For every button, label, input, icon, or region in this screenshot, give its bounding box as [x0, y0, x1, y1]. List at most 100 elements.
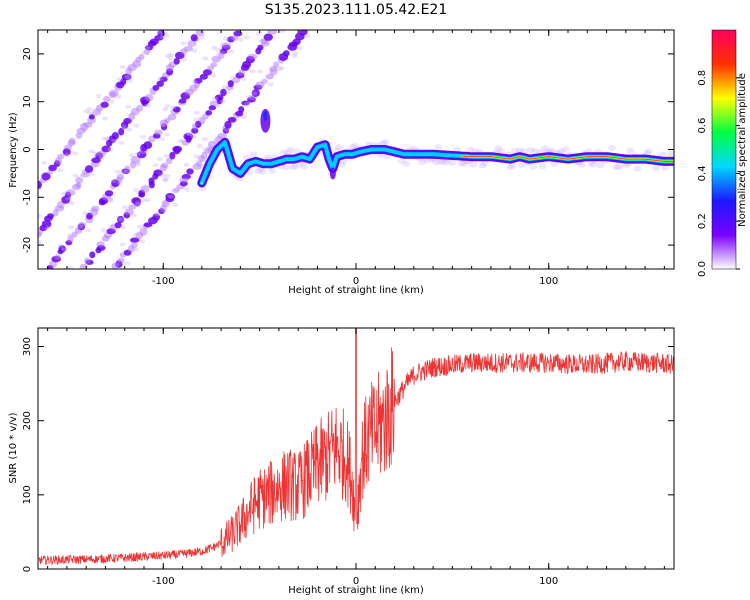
streak-halo: [265, 75, 272, 80]
streak-point: [163, 117, 171, 124]
ridge-halo: [596, 162, 605, 169]
streak-point: [46, 213, 55, 219]
streak-halo: [164, 173, 171, 178]
streak-halo: [243, 35, 250, 40]
ridge-blob: [263, 111, 268, 122]
streak-halo: [98, 155, 105, 160]
streak-point: [138, 53, 145, 60]
streak-halo: [174, 187, 181, 192]
streak-halo: [140, 134, 147, 139]
streak-halo: [88, 171, 95, 176]
streak-halo: [133, 247, 140, 252]
x-tick-label: -100: [152, 576, 175, 587]
streak-point: [130, 241, 138, 249]
streak-halo: [126, 127, 133, 132]
streak-point: [183, 132, 194, 141]
streak-halo: [72, 151, 79, 156]
streak-halo: [215, 48, 222, 53]
ridge-halo: [339, 158, 348, 165]
streak-point: [172, 188, 180, 194]
streak-halo: [172, 202, 179, 207]
streak-halo: [65, 196, 72, 201]
streak-halo: [240, 76, 247, 81]
snr-panel: -100 0 100 0 100 200 300 Height of straight l…: [8, 327, 675, 596]
ridge-halo: [381, 139, 390, 146]
streak-point: [195, 161, 203, 167]
y-tick-label: -10: [22, 189, 33, 205]
streak-point: [101, 145, 111, 153]
streak-halo: [13, 261, 19, 265]
streak-point: [167, 113, 177, 121]
streak-halo: [152, 163, 159, 168]
streak-halo: [180, 138, 187, 143]
streak-point: [41, 220, 52, 228]
streak-halo: [193, 154, 200, 159]
streak-halo: [206, 144, 213, 149]
streak-point: [129, 237, 140, 243]
ridge-halo: [258, 168, 267, 175]
streak-halo: [107, 198, 114, 203]
streak-point: [139, 228, 148, 236]
streak-halo: [181, 57, 188, 62]
streak-point: [233, 30, 243, 37]
streak-point: [152, 84, 160, 91]
ridge-halo: [480, 160, 489, 167]
streak-halo: [219, 51, 226, 56]
streak-point: [143, 49, 151, 55]
ridge-halo: [607, 144, 616, 151]
streak-point: [190, 34, 198, 42]
streak-point: [257, 44, 264, 51]
streak-halo: [214, 103, 221, 108]
streak-halo: [296, 46, 303, 51]
streak-halo: [200, 158, 207, 163]
streak-halo: [170, 105, 177, 110]
streak-point: [104, 190, 114, 197]
streak-point: [116, 173, 125, 180]
streak-halo: [68, 225, 75, 230]
streak-halo: [117, 217, 124, 222]
ridge-halo: [335, 144, 344, 151]
ridge-halo: [397, 157, 406, 164]
streak-halo: [159, 136, 166, 141]
streak-point: [172, 106, 181, 113]
ridge-halo: [540, 145, 549, 152]
streak-halo: [133, 232, 140, 237]
colorbar: 0.0 0.2 0.4 0.6 0.8 Normalized spectral ampl…: [697, 29, 748, 277]
streak-point: [3, 222, 11, 227]
streak-point: [83, 257, 91, 265]
streak-halo: [121, 169, 128, 174]
streak-point: [130, 155, 141, 164]
x-tick-label: 0: [353, 276, 359, 287]
streak-halo: [191, 48, 198, 53]
streak-halo: [291, 54, 298, 59]
streak-halo: [141, 50, 148, 55]
spectrogram-ridge: [193, 108, 674, 192]
streak-halo: [128, 114, 135, 119]
streak-point: [221, 42, 231, 49]
streak-halo: [119, 65, 126, 70]
y-tick-label: 0: [22, 146, 33, 152]
streak-point: [224, 120, 232, 129]
streak-halo: [76, 225, 83, 230]
streak-halo: [82, 210, 89, 215]
streak-halo: [220, 99, 227, 104]
streak-halo: [279, 30, 286, 34]
streak-point: [108, 89, 119, 97]
streak-point: [57, 153, 65, 160]
streak-halo: [167, 55, 174, 60]
streak-point: [131, 197, 141, 205]
streak-point: [205, 110, 213, 116]
streak-halo: [107, 197, 114, 202]
streak-halo: [201, 137, 208, 142]
ridge-blob: [329, 167, 336, 180]
streak-point: [187, 40, 197, 47]
streak-point: [247, 53, 258, 60]
x-tick-label: -100: [152, 276, 175, 287]
streak-halo: [210, 73, 217, 78]
streak-point: [156, 80, 165, 87]
ridge-halo: [459, 160, 468, 167]
ridge-halo: [478, 162, 487, 169]
ridge-halo: [651, 165, 660, 172]
streak-halo: [129, 247, 136, 252]
